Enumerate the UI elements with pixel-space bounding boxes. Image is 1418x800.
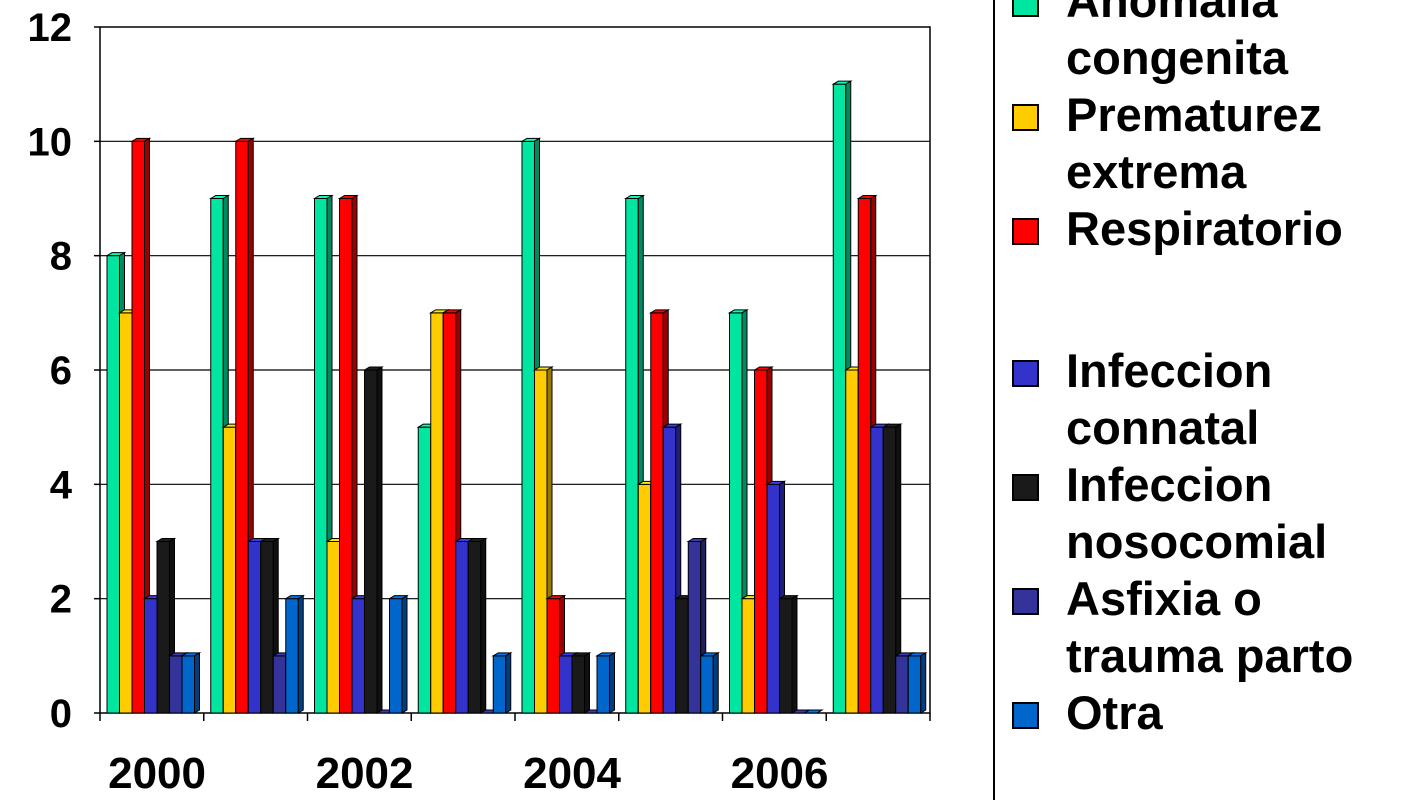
- bar-otra-2000: [180, 651, 202, 714]
- y-tick-label-12: 12: [28, 6, 73, 50]
- bars: [105, 80, 928, 714]
- bar-otra-2001: [283, 594, 306, 714]
- y-tick-label-0: 0: [50, 692, 72, 736]
- bar-infeccion-nosocomial-2003: [466, 537, 488, 714]
- bar-infeccion-nosocomial-2004: [570, 651, 592, 714]
- legend-item-prematurez-extrema: Prematurez extrema: [1012, 86, 1418, 200]
- legend-item-respiratorio: Respiratorio: [1012, 200, 1418, 257]
- y-tick-label-2: 2: [50, 578, 72, 622]
- y-tick-label-4: 4: [50, 463, 73, 507]
- bar-infeccion-nosocomial-2006: [777, 594, 799, 714]
- bar-anomalia-congenita-2002: [312, 194, 334, 714]
- legend-label: Prematurez extrema: [1066, 88, 1322, 198]
- legend-swatch: [1012, 474, 1039, 501]
- axes: 0 2 4 6 8 10 12 2000 2002 2004 2006: [28, 6, 931, 798]
- legend-label: Infeccion connatal: [1066, 344, 1273, 454]
- legend-swatch: [1012, 702, 1039, 729]
- bar-infeccion-nosocomial-2007: [881, 423, 903, 714]
- x-tick-label-2000: 2000: [108, 749, 206, 798]
- legend-item-infeccion-connatal: Infeccion connatal: [1012, 342, 1418, 456]
- legend-item-otra: Otra: [1012, 684, 1418, 741]
- bar-otra-2002: [387, 594, 409, 714]
- bar-otra-2006: [802, 709, 824, 714]
- legend-swatch: [1012, 104, 1039, 131]
- legend-item-infeccion-nosocomial: Infeccion nosocomial: [1012, 456, 1418, 570]
- bar-chart: 0 2 4 6 8 10 12 2000 2002 2004 2006: [28, 6, 931, 798]
- legend-label: Asfixia o trauma parto: [1066, 572, 1354, 682]
- x-tick-label-2004: 2004: [523, 749, 621, 798]
- x-tick-label-2002: 2002: [316, 749, 414, 798]
- legend-swatch: [1012, 0, 1039, 17]
- y-tick-label-8: 8: [50, 235, 72, 279]
- legend-swatch: [1012, 588, 1039, 615]
- legend-label: Respiratorio: [1066, 202, 1343, 255]
- x-tick-label-2006: 2006: [731, 749, 829, 798]
- legend-label: Infeccion nosocomial: [1066, 458, 1328, 568]
- legend-label: Anomalia congenita: [1066, 0, 1288, 84]
- y-tick-label-10: 10: [28, 120, 73, 164]
- bar-infeccion-nosocomial-2002: [362, 366, 384, 714]
- legend-swatch: [1012, 218, 1039, 245]
- legend-label: Otra: [1066, 686, 1163, 739]
- bar-respiratorio-2002: [337, 194, 359, 714]
- legend-item-asfixia-o-trauma-parto: Asfixia o trauma parto: [1012, 570, 1418, 684]
- y-tick-label-6: 6: [50, 349, 72, 393]
- legend: Anomalia congenita Prematurez extrema Respir…: [993, 0, 1418, 800]
- bar-otra-2007: [906, 651, 928, 714]
- bar-respiratorio-2000: [130, 137, 152, 714]
- bar-otra-2003: [491, 651, 513, 714]
- legend-swatch: [1012, 360, 1039, 387]
- bar-otra-2004: [595, 651, 617, 714]
- legend-item-anomalia-congenita: Anomalia congenita: [1012, 0, 1418, 86]
- bar-otra-2005: [698, 651, 721, 714]
